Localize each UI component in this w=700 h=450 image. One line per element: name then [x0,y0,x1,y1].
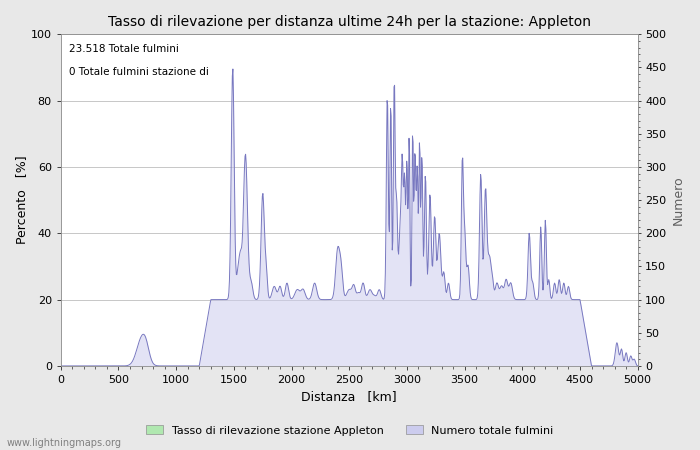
Text: www.lightningmaps.org: www.lightningmaps.org [7,438,122,448]
Text: 0 Totale fulmini stazione di: 0 Totale fulmini stazione di [69,68,209,77]
Title: Tasso di rilevazione per distanza ultime 24h per la stazione: Appleton: Tasso di rilevazione per distanza ultime… [108,15,591,29]
Legend: Tasso di rilevazione stazione Appleton, Numero totale fulmini: Tasso di rilevazione stazione Appleton, … [142,421,558,440]
Text: 23.518 Totale fulmini: 23.518 Totale fulmini [69,44,179,54]
X-axis label: Distanza   [km]: Distanza [km] [302,391,397,404]
Y-axis label: Numero: Numero [672,176,685,225]
Y-axis label: Percento   [%]: Percento [%] [15,156,28,244]
